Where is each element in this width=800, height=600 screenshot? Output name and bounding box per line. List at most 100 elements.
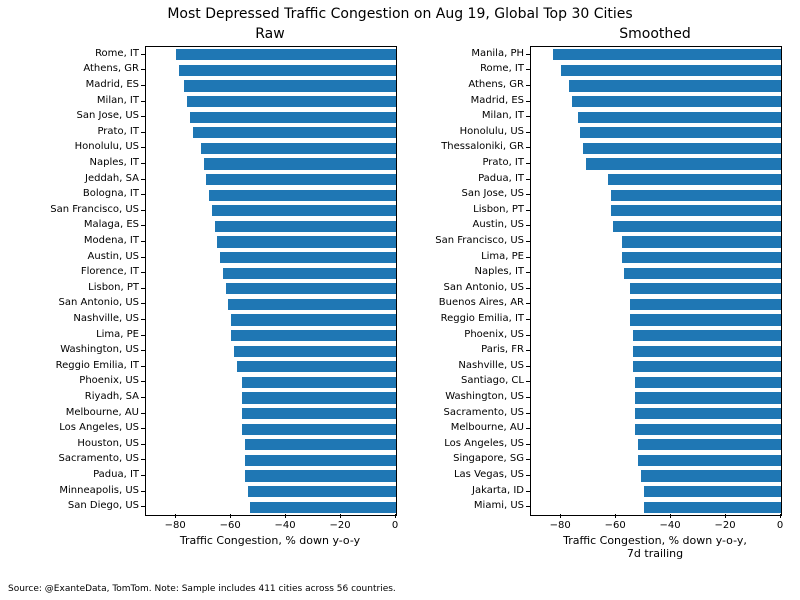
y-tick-label: Las Vegas, US — [398, 469, 524, 480]
y-tick-label: Jeddah, SA — [13, 173, 139, 184]
bar — [190, 112, 396, 123]
y-tick — [141, 272, 145, 273]
y-tick — [526, 69, 530, 70]
figure-suptitle: Most Depressed Traffic Congestion on Aug… — [0, 6, 800, 22]
y-tick — [526, 459, 530, 460]
y-tick-label: San Antonio, US — [398, 282, 524, 293]
bar — [630, 299, 781, 310]
y-tick — [141, 132, 145, 133]
x-tick — [725, 514, 726, 518]
bar — [622, 252, 781, 263]
y-tick — [526, 397, 530, 398]
bar — [633, 361, 781, 372]
y-tick-label: Minneapolis, US — [13, 485, 139, 496]
bar — [569, 80, 781, 91]
x-tick-label: −20 — [705, 520, 745, 531]
y-tick — [141, 225, 145, 226]
y-tick — [141, 397, 145, 398]
bar — [613, 221, 781, 232]
y-tick-label: Melbourne, AU — [13, 407, 139, 418]
y-tick-label: Manila, PH — [398, 48, 524, 59]
x-tick-label: −40 — [650, 520, 690, 531]
y-tick — [141, 241, 145, 242]
y-tick-label: Modena, IT — [13, 235, 139, 246]
y-tick — [141, 475, 145, 476]
left-xlabel: Traffic Congestion, % down y-o-y — [145, 534, 395, 547]
bar — [633, 330, 781, 341]
y-tick-label: Nashville, US — [398, 360, 524, 371]
y-tick-label: Los Angeles, US — [398, 438, 524, 449]
y-tick — [141, 506, 145, 507]
y-tick — [526, 194, 530, 195]
y-tick — [141, 350, 145, 351]
bar — [553, 49, 781, 60]
y-tick-label: Austin, US — [13, 251, 139, 262]
bar — [184, 80, 396, 91]
bar — [209, 190, 396, 201]
bar — [215, 221, 396, 232]
bar — [635, 408, 781, 419]
y-tick — [526, 288, 530, 289]
y-tick — [526, 225, 530, 226]
y-tick — [141, 147, 145, 148]
bar — [630, 314, 781, 325]
y-tick-label: Buenos Aires, AR — [398, 297, 524, 308]
bar — [201, 143, 396, 154]
bar — [231, 330, 396, 341]
y-tick — [526, 147, 530, 148]
y-tick-label: Lima, PE — [398, 251, 524, 262]
bar — [228, 299, 396, 310]
bar — [220, 252, 396, 263]
x-tick — [560, 514, 561, 518]
x-tick — [780, 514, 781, 518]
y-tick — [526, 381, 530, 382]
bar — [234, 346, 396, 357]
x-tick-label: 0 — [760, 520, 800, 531]
x-tick-label: −60 — [595, 520, 635, 531]
y-tick-label: Melbourne, AU — [398, 422, 524, 433]
bar — [572, 96, 781, 107]
y-tick — [141, 194, 145, 195]
y-tick-label: Washington, US — [13, 344, 139, 355]
bar — [237, 361, 396, 372]
bar — [635, 377, 781, 388]
x-tick-label: −80 — [540, 520, 580, 531]
y-tick — [526, 85, 530, 86]
x-tick-label: −80 — [155, 520, 195, 531]
x-tick — [615, 514, 616, 518]
bar — [583, 143, 781, 154]
y-tick-label: Prato, IT — [13, 126, 139, 137]
y-tick — [141, 459, 145, 460]
bar — [248, 486, 396, 497]
x-tick — [175, 514, 176, 518]
y-tick-label: Madrid, ES — [398, 95, 524, 106]
left-subplot-title: Raw — [145, 26, 395, 42]
y-tick — [526, 272, 530, 273]
y-tick-label: Miami, US — [398, 500, 524, 511]
bar — [242, 377, 396, 388]
y-tick-label: Lisbon, PT — [398, 204, 524, 215]
bar — [179, 65, 396, 76]
y-tick — [526, 413, 530, 414]
y-tick — [141, 163, 145, 164]
bar — [644, 486, 781, 497]
y-tick-label: San Antonio, US — [13, 297, 139, 308]
y-tick — [141, 413, 145, 414]
y-tick — [526, 54, 530, 55]
bar — [245, 455, 396, 466]
y-tick-label: Naples, IT — [398, 266, 524, 277]
y-tick — [526, 101, 530, 102]
bar — [586, 158, 781, 169]
bar — [206, 174, 396, 185]
bar — [644, 502, 781, 513]
y-tick-label: Lima, PE — [13, 329, 139, 340]
bar — [622, 236, 781, 247]
y-tick-label: Washington, US — [398, 391, 524, 402]
x-tick — [340, 514, 341, 518]
y-tick-label: San Francisco, US — [398, 235, 524, 246]
y-tick-label: Sacramento, US — [398, 407, 524, 418]
bar — [245, 439, 396, 450]
bar — [624, 268, 781, 279]
y-tick — [141, 366, 145, 367]
y-tick-label: Florence, IT — [13, 266, 139, 277]
